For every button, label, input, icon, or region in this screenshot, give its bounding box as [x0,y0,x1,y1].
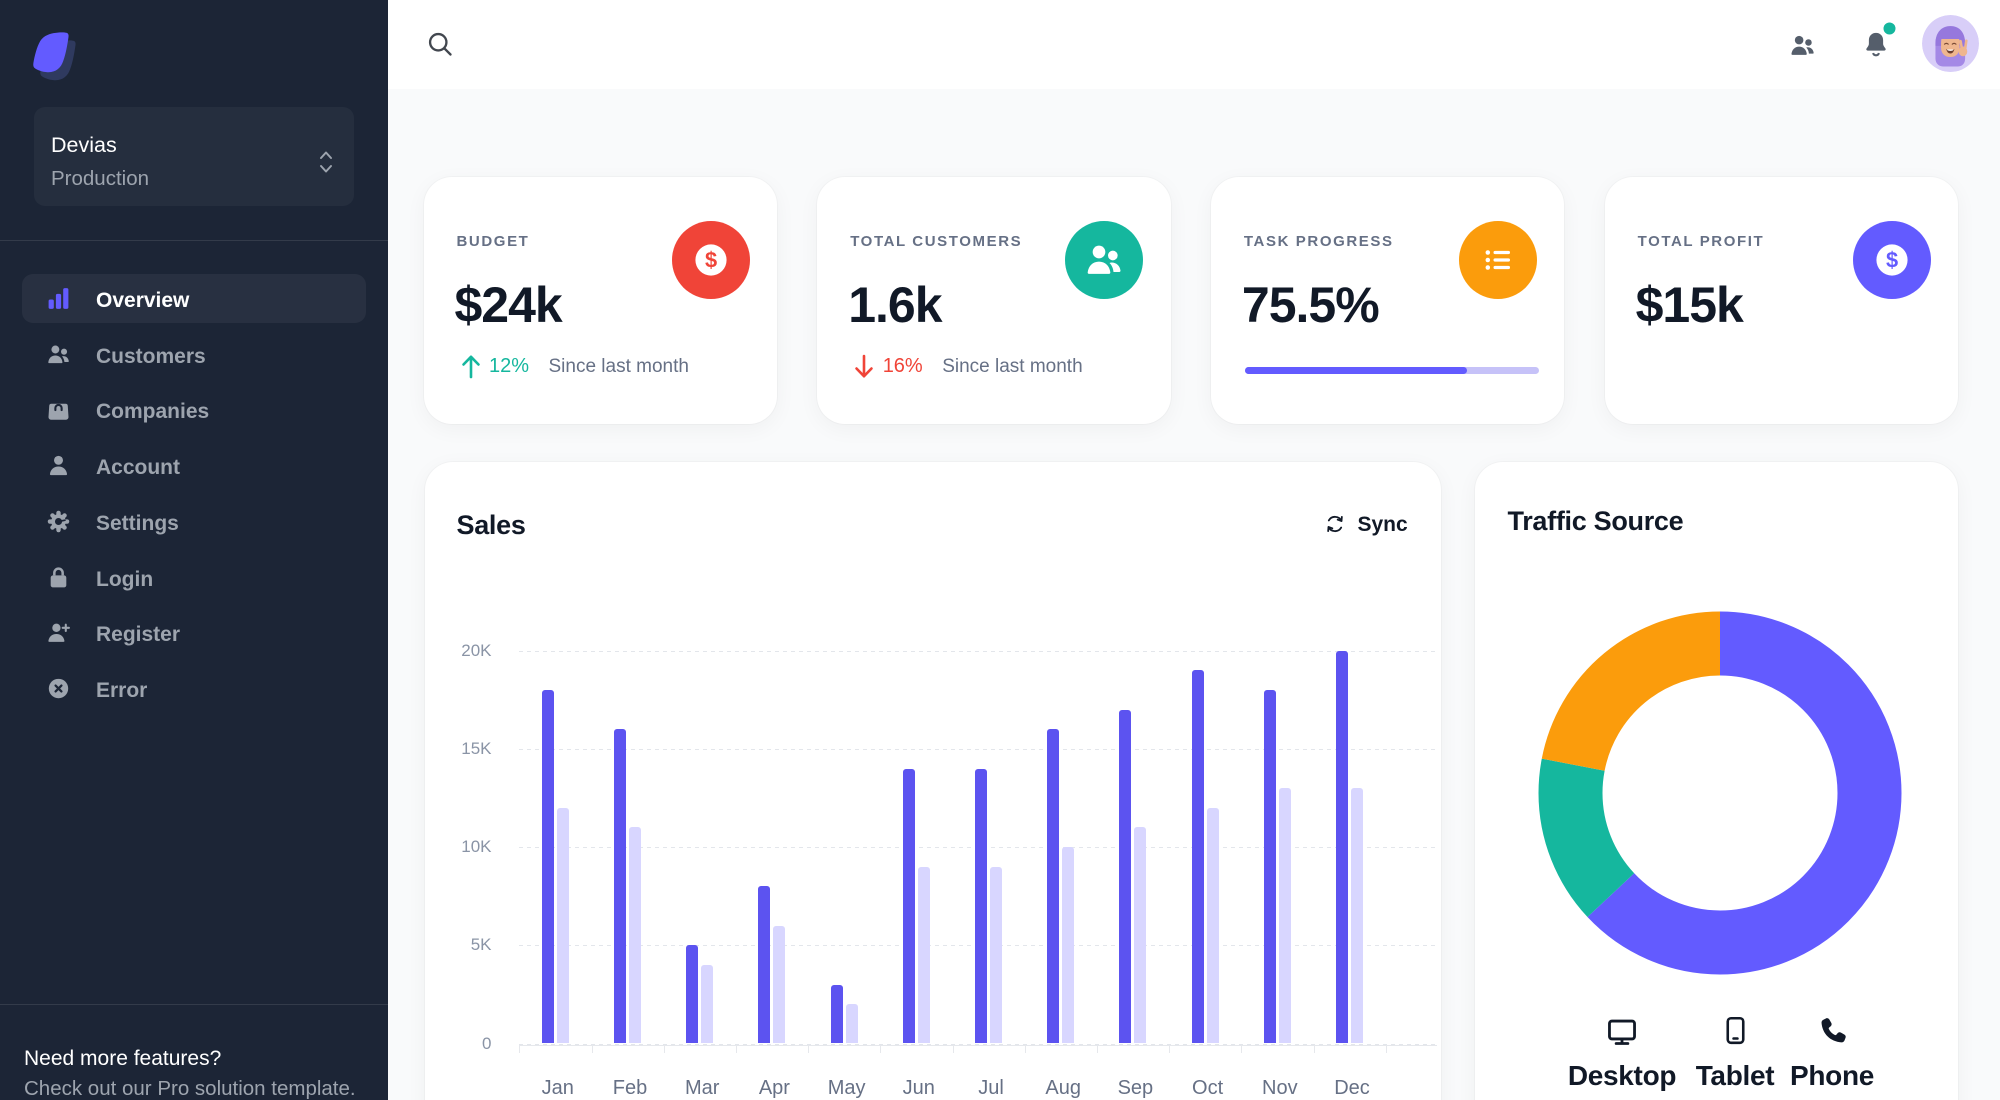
svg-text:$: $ [1886,248,1898,273]
svg-text:$: $ [704,248,716,273]
